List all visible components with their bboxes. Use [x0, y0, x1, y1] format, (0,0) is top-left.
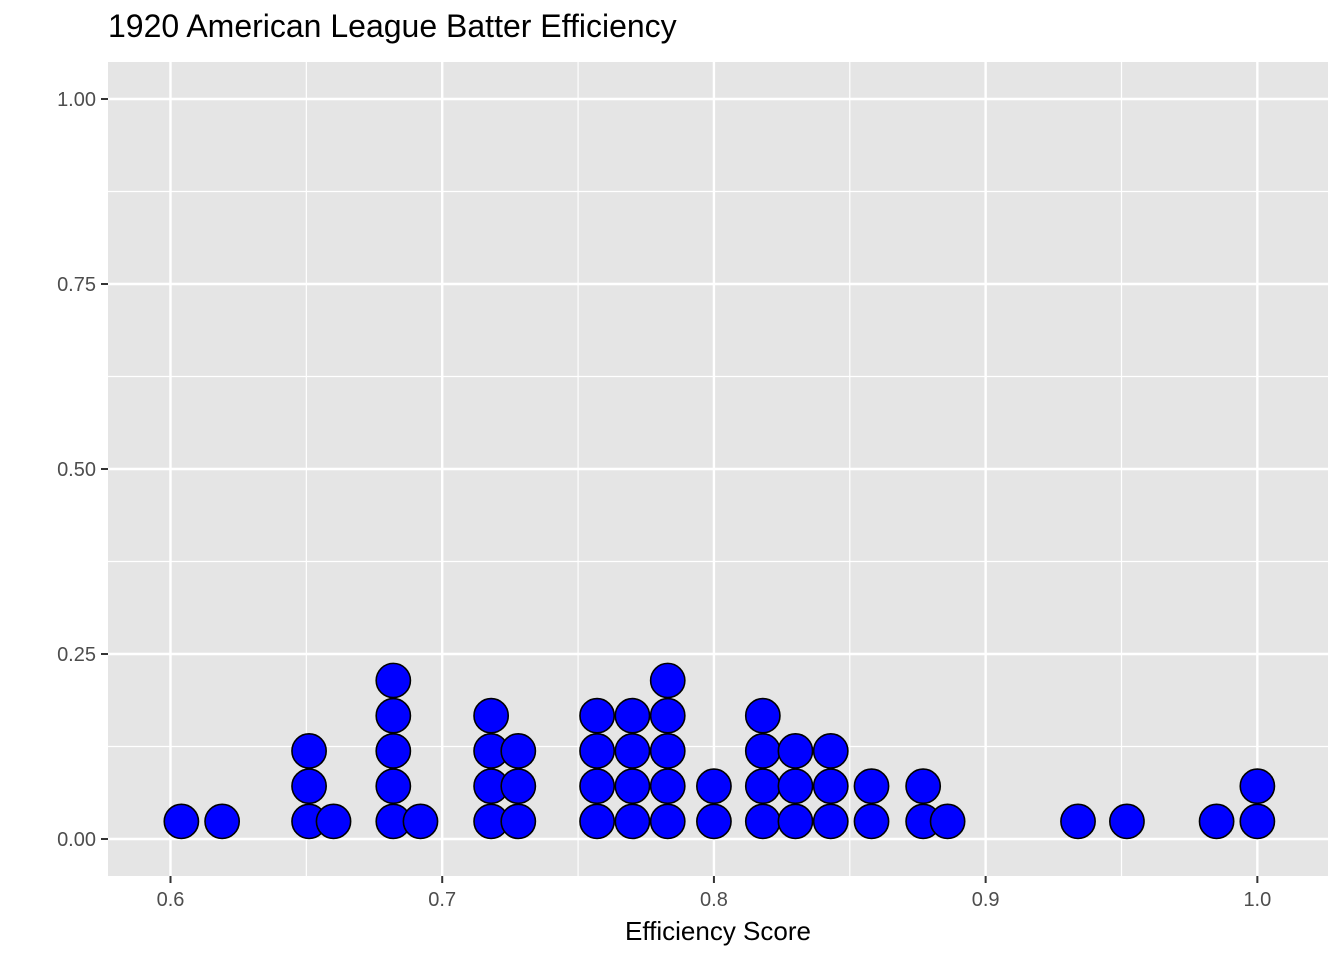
- data-dot: [649, 803, 686, 840]
- y-tick-label: 0.25: [57, 644, 96, 666]
- x-axis-title: Efficiency Score: [625, 916, 811, 946]
- data-dot: [649, 733, 686, 769]
- axes: 0.00 0.25 0.50 0.75 1.00 0.6 0.7 0.8 0.9 1.0: [57, 89, 1271, 911]
- data-dot: [500, 768, 537, 805]
- data-dot: [853, 768, 890, 805]
- data-dot: [579, 733, 615, 769]
- data-dot: [402, 803, 439, 840]
- data-dot: [649, 662, 686, 699]
- data-dot: [777, 768, 814, 805]
- x-tick-label: 0.7: [428, 889, 456, 911]
- data-dot: [375, 768, 412, 805]
- data-dot: [744, 803, 781, 840]
- data-dot: [614, 803, 651, 840]
- chart-title: 1920 American League Batter Efficiency: [108, 8, 677, 44]
- data-dot: [905, 768, 942, 805]
- data-dot: [579, 768, 615, 805]
- data-dot: [777, 803, 814, 840]
- data-dot: [614, 768, 651, 805]
- data-dot: [744, 733, 781, 769]
- data-dot: [614, 697, 651, 734]
- y-tick-label: 0.00: [57, 829, 96, 851]
- data-dot: [812, 733, 849, 769]
- data-dot: [473, 697, 510, 734]
- data-dot: [291, 768, 327, 805]
- x-tick-label: 1.0: [1243, 889, 1271, 911]
- data-dot: [929, 803, 966, 840]
- data-dot: [614, 733, 651, 769]
- data-dot: [812, 768, 849, 805]
- data-dot: [744, 768, 781, 805]
- data-dot: [744, 697, 781, 734]
- data-dot: [649, 768, 686, 805]
- data-dot: [649, 697, 686, 734]
- data-dot: [375, 662, 412, 699]
- data-dot: [696, 768, 732, 805]
- data-dot: [204, 803, 241, 840]
- data-dot: [375, 733, 412, 769]
- data-dot: [500, 803, 537, 840]
- data-dot: [1060, 803, 1096, 840]
- data-dot: [777, 733, 814, 769]
- data-dot: [1109, 803, 1145, 840]
- data-dot: [579, 697, 615, 734]
- data-dot: [579, 803, 615, 840]
- y-tick-label: 1.00: [57, 89, 96, 111]
- data-dot: [315, 803, 352, 840]
- data-dot: [163, 803, 200, 840]
- dot-series: [163, 662, 1276, 840]
- x-tick-label: 0.6: [157, 889, 185, 911]
- data-dot: [853, 803, 890, 840]
- data-dot: [500, 733, 537, 769]
- x-tick-label: 0.8: [700, 889, 728, 911]
- data-dot: [812, 803, 849, 840]
- data-dot: [696, 803, 732, 840]
- x-tick-label: 0.9: [972, 889, 1000, 911]
- data-dot: [1239, 803, 1276, 840]
- data-dot: [1239, 768, 1276, 805]
- data-dot: [375, 697, 412, 734]
- y-tick-label: 0.50: [57, 459, 96, 481]
- y-tick-label: 0.75: [57, 274, 96, 296]
- data-dot: [1198, 803, 1235, 840]
- data-dot: [291, 733, 327, 769]
